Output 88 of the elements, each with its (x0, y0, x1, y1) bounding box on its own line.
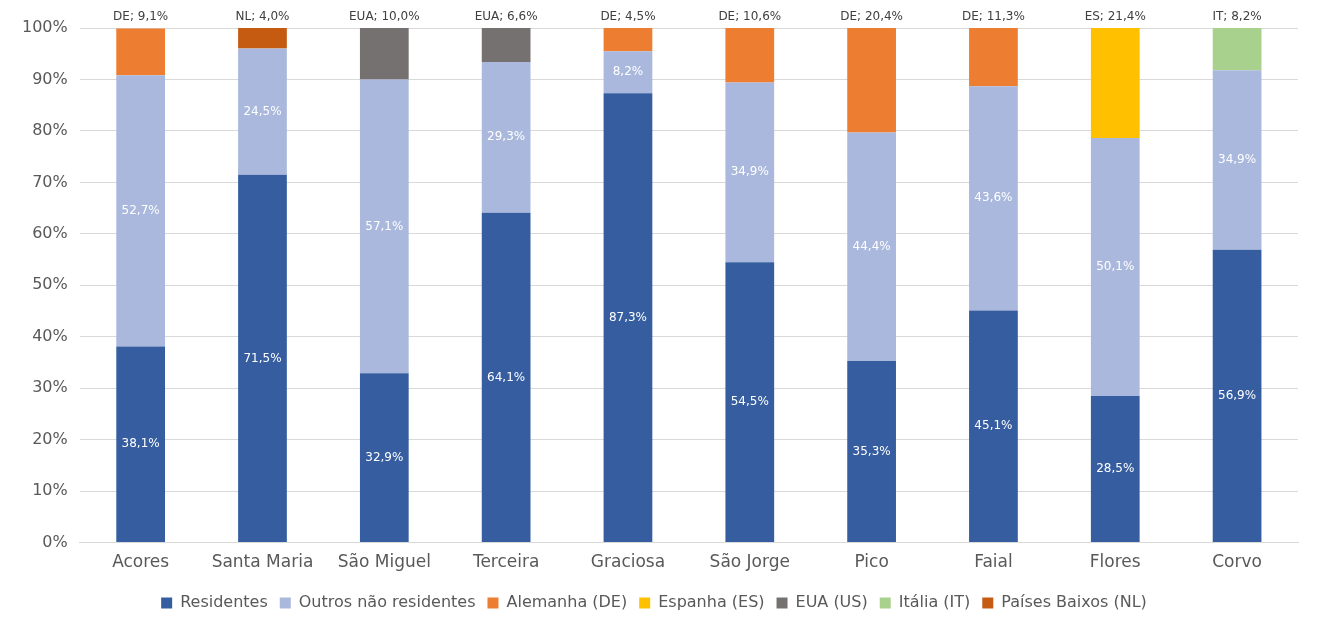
bar (969, 86, 1018, 311)
data-label: 38,1% (121, 436, 160, 451)
x-tick-label: Terceira (471, 551, 540, 572)
data-label: 34,9% (1218, 152, 1257, 167)
x-tick-label: Faial (974, 551, 1013, 572)
bar (481, 61, 531, 213)
bar (1212, 70, 1262, 250)
bar (847, 28, 896, 133)
data-label: 64,1% (487, 369, 526, 384)
data-label: 44,4% (852, 238, 891, 253)
y-tick-label: 40% (32, 325, 68, 345)
x-tick-label: Graciosa (590, 551, 666, 572)
bar (116, 75, 166, 347)
bar (238, 48, 287, 175)
bar (969, 310, 1018, 543)
bar (603, 93, 653, 543)
bar (603, 28, 653, 52)
bar (1090, 28, 1140, 139)
data-label: 57,1% (365, 218, 404, 233)
data-label: DE; 11,3% (962, 9, 1025, 24)
legend-label: Itália (IT) (898, 592, 971, 612)
bar (238, 28, 287, 49)
bar (238, 174, 287, 543)
data-label: DE; 10,6% (718, 9, 782, 24)
legend-label: Países Baixos (NL) (1001, 592, 1147, 612)
bar (847, 360, 896, 543)
x-tick-label: São Miguel (337, 551, 431, 572)
data-label: 45,1% (974, 418, 1013, 433)
y-tick-label: 10% (32, 480, 68, 500)
data-label: 35,3% (852, 443, 891, 458)
data-label: 34,9% (730, 164, 769, 179)
y-tick-label: 90% (32, 68, 68, 88)
data-label: 32,9% (365, 449, 404, 464)
data-label: DE; 20,4% (840, 9, 904, 24)
data-label: 54,5% (730, 394, 769, 409)
x-tick-label: Santa Maria (211, 551, 314, 572)
data-label: DE; 9,1% (113, 9, 169, 24)
data-label: 71,5% (243, 350, 282, 365)
legend-label: Alemanha (DE) (506, 592, 628, 612)
data-label: ES; 21,4% (1084, 9, 1146, 24)
legend-label: Residentes (180, 592, 268, 612)
data-label: 8,2% (612, 64, 644, 79)
bar (603, 51, 653, 94)
x-tick-label: São Jorge (709, 551, 790, 572)
data-label: 28,5% (1096, 461, 1135, 476)
data-label: 52,7% (121, 203, 160, 218)
bar (1212, 249, 1262, 543)
y-tick-label: 80% (32, 120, 68, 140)
data-label: DE; 4,5% (600, 9, 656, 24)
data-label: 56,9% (1218, 388, 1257, 403)
bar (725, 82, 775, 263)
y-tick-label: 20% (32, 428, 68, 448)
y-tick-label: 0% (42, 531, 68, 551)
bar (725, 262, 775, 543)
bar (847, 132, 896, 361)
bar (969, 28, 1018, 87)
y-tick-label: 100% (21, 17, 68, 37)
x-tick-label: Corvo (1212, 551, 1262, 572)
legend-label: EUA (US) (795, 592, 868, 612)
data-label: 24,5% (243, 103, 282, 118)
bar (116, 346, 166, 543)
bar (481, 212, 531, 543)
data-label: 87,3% (608, 309, 648, 324)
y-tick-label: 50% (32, 274, 68, 294)
y-tick-label: 30% (32, 377, 68, 397)
bar (725, 28, 775, 83)
x-tick-label: Flores (1089, 551, 1141, 572)
bar (116, 28, 166, 76)
x-tick-label: Pico (854, 551, 889, 572)
y-tick-label: 60% (32, 223, 68, 242)
y-tick-label: 70% (32, 171, 68, 191)
data-label: 43,6% (974, 190, 1013, 205)
data-label: NL; 4,0% (235, 9, 290, 24)
bar (1090, 138, 1140, 396)
bar (359, 79, 409, 374)
data-label: EUA; 10,0% (349, 9, 420, 24)
bar (359, 373, 409, 543)
bar (1212, 28, 1262, 71)
data-label: 29,3% (487, 129, 526, 144)
data-label: EUA; 6,6% (474, 9, 538, 24)
legend-label: Espanha (ES) (658, 592, 765, 612)
data-label: IT; 8,2% (1212, 9, 1262, 24)
bar (481, 28, 531, 62)
bar (1090, 395, 1140, 543)
bar (359, 28, 409, 80)
legend-label: Outros não residentes (298, 592, 476, 612)
data-label: 50,1% (1096, 259, 1135, 274)
x-tick-label: Acores (112, 551, 170, 572)
